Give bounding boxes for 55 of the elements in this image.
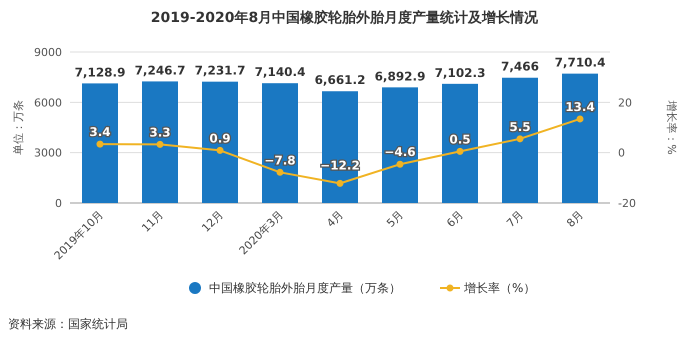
data-label: −7.8	[264, 153, 296, 168]
x-tick-label: 8月	[564, 208, 586, 230]
x-tick-label: 7月	[504, 208, 526, 230]
bar	[202, 82, 238, 203]
y2-axis-title: 增长率：%	[665, 99, 678, 155]
x-tick-label: 4月	[324, 208, 346, 230]
data-label: 7,246.7	[134, 63, 186, 78]
data-label: 6,661.2	[314, 73, 366, 88]
point	[576, 115, 584, 122]
point	[216, 146, 224, 154]
bar	[502, 78, 538, 203]
y-tick-label: 0	[55, 197, 62, 210]
y-tick-label: 3000	[34, 146, 62, 160]
data-label: −4.6	[384, 145, 416, 160]
point	[336, 180, 344, 187]
data-label: 7,128.9	[74, 65, 126, 80]
data-label: 0.5	[449, 132, 471, 146]
legend-label: 中国橡胶轮胎外胎月度产量（万条）	[209, 281, 401, 295]
point	[96, 140, 104, 148]
data-label: 3.3	[149, 125, 171, 140]
point	[396, 160, 404, 168]
y2-tick-label: 20	[618, 96, 632, 110]
bar	[262, 83, 298, 203]
bar	[82, 83, 118, 203]
data-label: 7,466	[501, 60, 539, 74]
data-label: 0.9	[209, 131, 231, 146]
bar	[562, 74, 598, 203]
data-label: 7,231.7	[194, 64, 246, 78]
point	[516, 135, 524, 142]
data-label: 7,140.4	[254, 65, 306, 80]
text: 资料来源：国家统计局	[8, 317, 128, 331]
data-label: 3.4	[89, 125, 111, 140]
data-label: 13.4	[565, 100, 595, 114]
y-axis-title: 单位：万条	[12, 100, 25, 155]
bar	[142, 81, 178, 203]
y2-tick-label: 0	[618, 146, 625, 160]
chart-title: 2019-2020年8月中国橡胶轮胎外胎月度产量统计及增长情况	[150, 9, 540, 26]
point	[276, 168, 284, 176]
data-label: 7,102.3	[434, 66, 486, 80]
y-tick-label: 6000	[34, 96, 62, 110]
x-tick-label: 6月	[444, 208, 466, 230]
data-label: 6,892.9	[374, 69, 426, 84]
x-tick-label: 11月	[139, 208, 166, 235]
x-tick-label: 5月	[384, 208, 406, 230]
bar	[442, 84, 478, 203]
y-tick-label: 9000	[34, 46, 62, 59]
data-label: 5.5	[509, 120, 531, 134]
legend-label: 增长率（%）	[463, 281, 536, 295]
bar	[322, 91, 358, 203]
point	[156, 140, 164, 148]
point	[456, 148, 464, 155]
x-tick-label: 12月	[199, 208, 226, 235]
data-label: 7,710.4	[554, 56, 606, 70]
y2-tick-label: -20	[618, 197, 636, 210]
bar	[382, 87, 418, 203]
